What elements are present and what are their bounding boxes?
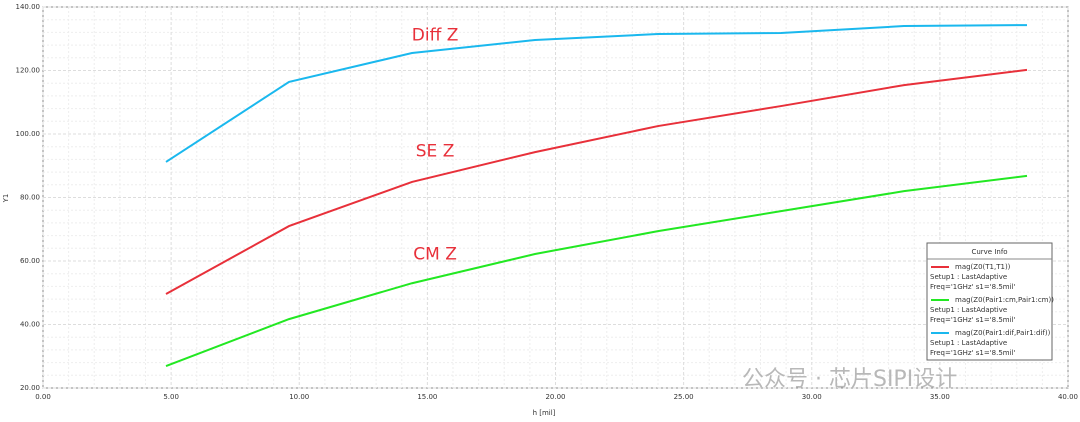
y-tick-label: 80.00 — [20, 194, 40, 202]
legend-setup: Setup1 : LastAdaptive — [930, 339, 1007, 347]
y-tick-label: 20.00 — [20, 384, 40, 392]
x-axis-label: h [mil] — [533, 409, 556, 417]
legend-title: Curve Info — [971, 248, 1007, 256]
x-tick-label: 30.00 — [802, 393, 822, 401]
legend-freq: Freq='1GHz' s1='8.5mil' — [930, 349, 1015, 357]
watermark: 公众号 · 芯片SIPI设计 — [742, 367, 957, 392]
legend-label: mag(Z0(Pair1:cm,Pair1:cm)) — [955, 296, 1054, 304]
x-tick-label: 10.00 — [289, 393, 309, 401]
y-tick-label: 120.00 — [16, 67, 41, 75]
annotation: Diff Z — [412, 26, 459, 46]
legend-label: mag(Z0(T1,T1)) — [955, 263, 1011, 271]
annotation: CM Z — [413, 245, 457, 265]
series-line — [165, 174, 1028, 368]
y-tick-label: 40.00 — [20, 321, 40, 329]
legend-setup: Setup1 : LastAdaptive — [930, 306, 1007, 314]
y-axis-label: Y1 — [2, 194, 10, 204]
x-tick-label: 35.00 — [930, 393, 950, 401]
legend-label: mag(Z0(Pair1:dif,Pair1:dif)) — [955, 329, 1051, 337]
legend-freq: Freq='1GHz' s1='8.5mil' — [930, 316, 1015, 324]
y-tick-label: 60.00 — [20, 257, 40, 265]
x-tick-label: 15.00 — [417, 393, 437, 401]
annotation: SE Z — [416, 141, 455, 161]
y-tick-label: 100.00 — [16, 130, 41, 138]
x-tick-label: 25.00 — [674, 393, 694, 401]
x-tick-label: 0.00 — [35, 393, 51, 401]
x-tick-label: 40.00 — [1058, 393, 1078, 401]
legend-freq: Freq='1GHz' s1='8.5mil' — [930, 283, 1015, 291]
legend-setup: Setup1 : LastAdaptive — [930, 273, 1007, 281]
legend-box — [926, 242, 1053, 361]
x-tick-label: 5.00 — [163, 393, 179, 401]
x-tick-label: 20.00 — [545, 393, 565, 401]
series-line — [165, 68, 1028, 295]
y-tick-label: 140.00 — [16, 3, 41, 11]
series-line — [165, 24, 1028, 163]
